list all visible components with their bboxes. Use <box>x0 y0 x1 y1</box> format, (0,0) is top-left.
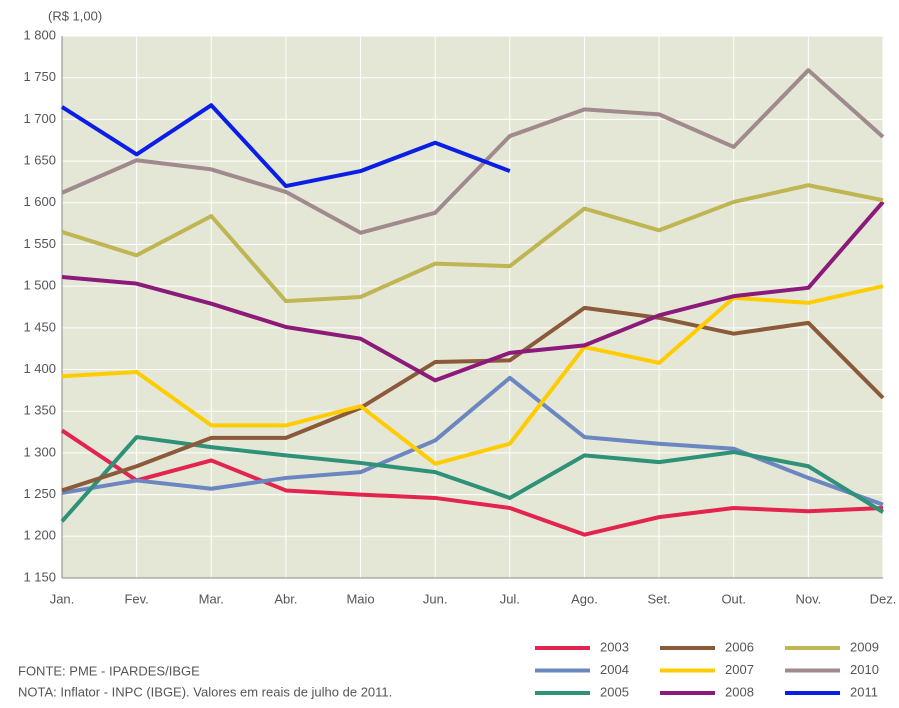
x-tick-label: Ago. <box>571 591 598 606</box>
legend-label: 2003 <box>600 639 629 654</box>
y-tick-label: 1 500 <box>23 278 56 293</box>
x-tick-label: Dez. <box>870 591 897 606</box>
y-tick-label: 1 550 <box>23 236 56 251</box>
x-tick-label: Nov. <box>795 591 821 606</box>
series-line <box>61 305 885 493</box>
y-tick-label: 1 200 <box>23 528 56 543</box>
series-line <box>60 103 511 189</box>
series-line <box>61 68 885 235</box>
legend-label: 2010 <box>850 662 879 677</box>
x-tick-label: Jun. <box>423 591 448 606</box>
y-tick-label: 1 450 <box>23 319 56 334</box>
x-tick-label: Mar. <box>199 591 224 606</box>
y-tick-label: 1 700 <box>23 111 56 126</box>
method-note: NOTA: Inflator - INPC (IBGE). Valores em… <box>18 684 392 699</box>
x-tick-label: Jul. <box>500 591 520 606</box>
series-line <box>61 200 885 383</box>
legend-label: 2007 <box>725 662 754 677</box>
y-tick-label: 1 400 <box>23 361 56 376</box>
y-tick-label: 1 300 <box>23 444 56 459</box>
y-tick-label: 1 150 <box>23 569 56 584</box>
source-note: FONTE: PME - IPARDES/IBGE <box>18 663 200 678</box>
legend-label: 2011 <box>850 684 878 699</box>
y-tick-label: 1 600 <box>23 194 56 209</box>
y-tick-label: 1 650 <box>23 153 56 168</box>
legend-label: 2005 <box>600 684 629 699</box>
series-line <box>60 435 885 523</box>
x-tick-label: Fev. <box>124 591 148 606</box>
x-tick-label: Jan. <box>50 591 75 606</box>
x-tick-label: Set. <box>648 591 671 606</box>
legend-label: 2004 <box>600 662 629 677</box>
legend-label: 2006 <box>725 639 754 654</box>
y-tick-label: 1 750 <box>23 69 56 84</box>
legend-label: 2008 <box>725 684 754 699</box>
x-tick-label: Maio <box>346 591 374 606</box>
series-line <box>60 428 884 537</box>
y-tick-label: 1 350 <box>23 403 56 418</box>
x-tick-label: Out. <box>721 591 746 606</box>
y-tick-label: 1 250 <box>23 486 56 501</box>
x-tick-label: Abr. <box>274 591 297 606</box>
y-tick-label: 1 800 <box>23 27 56 42</box>
legend-label: 2009 <box>850 639 879 654</box>
series-line <box>61 183 884 304</box>
series-line <box>61 284 884 466</box>
y-unit-label: (R$ 1,00) <box>48 8 102 23</box>
